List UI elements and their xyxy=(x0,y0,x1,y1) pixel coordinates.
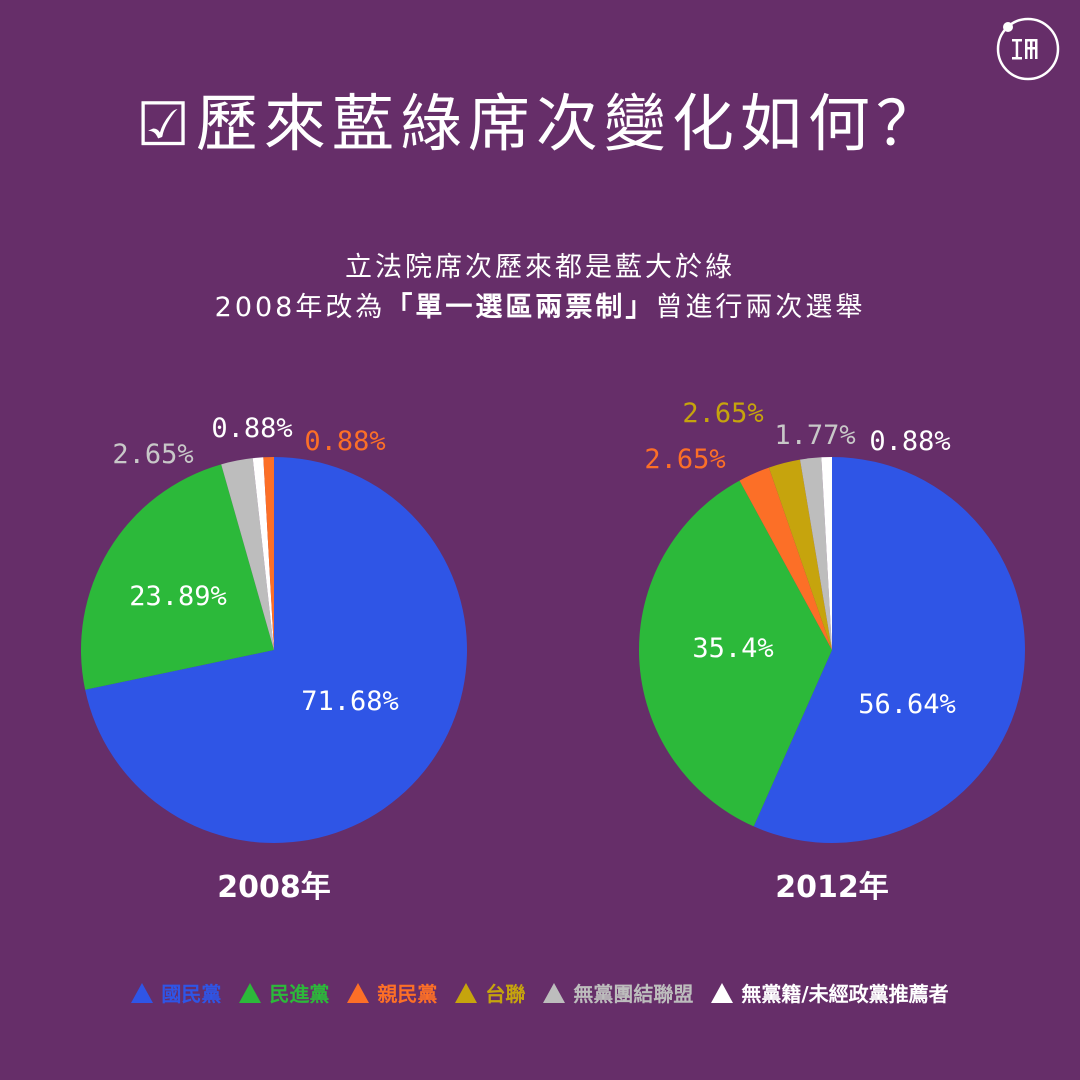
pie-slice xyxy=(81,464,274,690)
page-subtitle: 立法院席次歷來都是藍大於綠 2008年改為「單一選區兩票制」曾進行兩次選舉 xyxy=(0,248,1080,328)
pie-slice-label: 71.68% xyxy=(301,686,399,717)
pie-slice-label: 0.88% xyxy=(869,426,950,457)
subtitle-line-2-bold: 「單一選區兩票制」 xyxy=(385,292,656,323)
legend-triangle-icon xyxy=(347,982,370,1003)
pie-slice xyxy=(85,457,468,843)
pie-slice-label: 1.77% xyxy=(774,420,855,451)
pie-charts: 71.68% 23.89% 2.65% 0.88% 0.88% 56.64% 35.4% 2.… xyxy=(81,398,1025,843)
subtitle-line-2-post: 曾進行兩次選舉 xyxy=(655,292,866,323)
pie-slice-label: 56.64% xyxy=(858,689,956,720)
legend-label: 民進黨 xyxy=(269,982,330,1006)
chart-year-2012: 2012年 xyxy=(775,870,889,905)
pie-slice xyxy=(263,457,274,650)
chart-year-2008: 2008年 xyxy=(217,870,331,905)
pie-slice xyxy=(739,467,832,650)
legend-triangle-icon xyxy=(239,982,262,1003)
legend-label: 無黨籍/未經政黨推薦者 xyxy=(741,982,949,1006)
pie-slice xyxy=(638,480,832,827)
page-title-text: 歷來藍綠席次變化如何？ xyxy=(195,87,944,160)
legend-triangle-icon xyxy=(711,982,734,1003)
subtitle-line-2-pre: 2008年改為 xyxy=(214,292,386,323)
legend-label: 國民黨 xyxy=(161,982,222,1006)
legend-item: 無黨籍/未經政黨推薦者 xyxy=(711,978,949,1007)
legend-label: 無黨團結聯盟 xyxy=(573,982,694,1006)
subtitle-line-1: 立法院席次歷來都是藍大於綠 xyxy=(345,252,735,283)
subtitle-line-2: 2008年改為「單一選區兩票制」曾進行兩次選舉 xyxy=(0,288,1080,328)
pie-slice xyxy=(821,457,832,650)
pie-slice-label: 23.89% xyxy=(129,581,227,612)
page-title: ☑歷來藍綠席次變化如何？ xyxy=(0,82,1080,167)
legend-item: 無黨團結聯盟 xyxy=(543,978,693,1007)
legend-item: 親民黨 xyxy=(347,978,437,1007)
pie-slice xyxy=(221,458,274,650)
legend-item: 台聯 xyxy=(455,978,525,1007)
legend-triangle-icon xyxy=(455,982,478,1003)
legend-triangle-icon xyxy=(131,982,154,1003)
pie-slice-label: 2.65% xyxy=(682,398,763,429)
pie-slice xyxy=(800,457,832,650)
pie-slice-label: 0.88% xyxy=(304,426,385,457)
legend-label: 親民黨 xyxy=(377,982,438,1006)
pie-slice-label: 2.65% xyxy=(644,444,725,475)
pie-slice xyxy=(768,459,832,650)
pie-slice-label: 2.65% xyxy=(112,439,193,470)
legend-item: 國民黨 xyxy=(131,978,221,1007)
theinitium-logo-icon xyxy=(996,17,1060,81)
pie-slice xyxy=(252,457,274,650)
legend-label: 台聯 xyxy=(485,982,526,1006)
legend-triangle-icon xyxy=(543,982,566,1003)
pie-slice-label: 0.88% xyxy=(211,413,292,444)
pie-slice xyxy=(753,457,1025,843)
pie-slice-label: 35.4% xyxy=(692,633,773,664)
legend: 國民黨 民進黨 親民黨 台聯 無黨團結聯盟 無黨籍/未經政黨推薦者 xyxy=(0,978,1080,1007)
checkbox-icon: ☑ xyxy=(136,90,196,160)
legend-item: 民進黨 xyxy=(239,978,329,1007)
